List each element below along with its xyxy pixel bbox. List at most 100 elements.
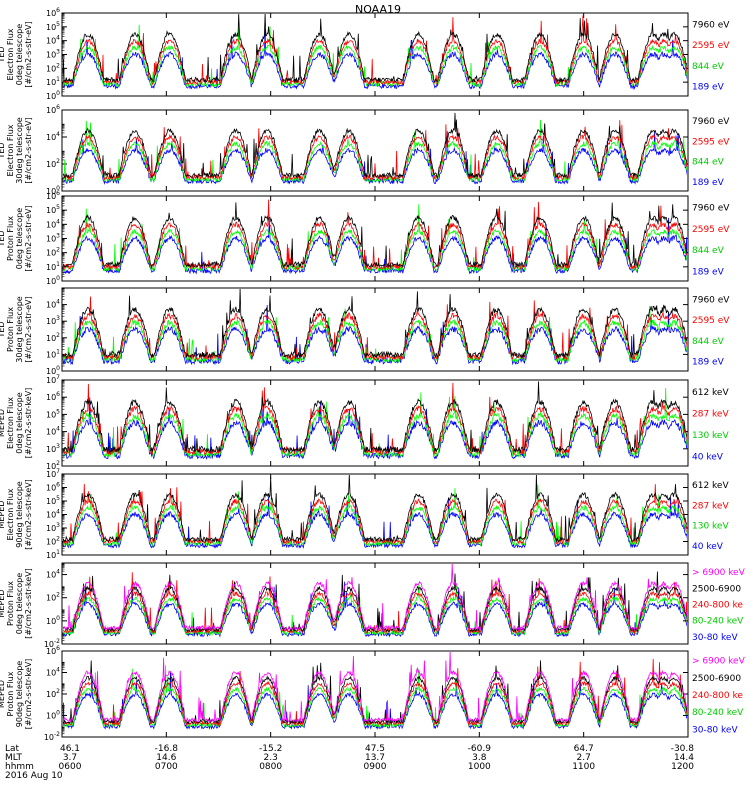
legend-entry: 30-80 keV (692, 633, 738, 643)
legend-entry: 2595 eV (692, 316, 730, 326)
series-trace (63, 199, 687, 271)
legend-entry: 287 keV (692, 501, 729, 511)
legend-entry: 240-800 ke (692, 601, 743, 611)
x-tick-label: 1100 (572, 762, 595, 772)
y-tick-label: 104 (46, 299, 60, 310)
series-trace (63, 119, 687, 184)
series-trace (63, 24, 687, 88)
y-tick-label: 106 (46, 482, 60, 493)
series-trace (63, 564, 687, 632)
x-tick-label: 0600 (59, 762, 82, 772)
traces (63, 112, 687, 185)
y-tick-label: 103 (46, 49, 60, 60)
panel-2: 100 102 104 106 TEDElectron Flux30deg telesc… (0, 104, 730, 196)
legend-entry: 2595 eV (692, 225, 730, 235)
y-axis-label: TEDProton Flux30deg telescope[#/cm2-s-st… (0, 296, 33, 363)
series-trace (63, 296, 687, 362)
y-tick-label: 103 (46, 315, 60, 326)
legend-entry: 240-800 ke (692, 691, 743, 701)
legend-entry: > 6900 keV (692, 657, 746, 667)
y-tick-label: 102 (46, 592, 60, 603)
y-tick-label: 102 (46, 688, 60, 699)
series-trace (63, 484, 687, 547)
panels: 100 101 102 103 104 105 106 TEDElectron Flux0de… (0, 7, 746, 742)
traces (63, 381, 687, 460)
x-tick-label: 47.5 (365, 744, 385, 754)
x-tick-label: 14.6 (156, 753, 176, 763)
traces (63, 652, 687, 731)
series-trace (63, 381, 687, 454)
y-tick-label: 105 (46, 408, 60, 419)
series-trace (63, 652, 687, 724)
y-tick-label: 105 (46, 495, 60, 506)
y-tick-label: 102 (46, 247, 60, 258)
y-tick-label: 104 (46, 218, 60, 229)
y-tick-label: 103 (46, 522, 60, 533)
x-row-label: MLT (5, 753, 23, 763)
legend-entry: 844 eV (692, 337, 725, 347)
y-tick-label: 100 (46, 710, 60, 721)
panel-frame (61, 379, 689, 467)
series-trace (63, 571, 687, 633)
y-tick-label: 103 (46, 443, 60, 454)
x-tick-label: 2.3 (264, 753, 278, 763)
y-axis-label: TEDElectron Flux0deg telescope[#/cm2-s-s… (0, 21, 33, 87)
series-trace (63, 382, 687, 456)
series-trace (63, 388, 687, 458)
y-tick-label: 102 (46, 460, 60, 471)
legend-entry: 7960 eV (692, 295, 730, 305)
legend-entry: 40 keV (692, 452, 724, 462)
y-tick-label: 105 (46, 21, 60, 32)
legend-entry: 130 keV (692, 431, 729, 441)
panel-8: 10-2 100 102 104 106 MEPEDProton Flux90deg te… (0, 645, 746, 742)
series-trace (63, 112, 687, 179)
y-tick-label: 106 (46, 190, 60, 201)
legend-entry: 287 keV (692, 409, 729, 419)
x-tick-label: 13.7 (365, 753, 385, 763)
y-tick-label: 106 (46, 7, 60, 18)
y-tick-label: 100 (46, 90, 60, 101)
legend-entry: 2595 eV (692, 41, 730, 51)
x-tick-label: 64.7 (574, 744, 594, 754)
y-tick-label: 105 (46, 204, 60, 215)
y-axis-label: MEPEDElectron Flux90deg telescope[#/cm2-… (0, 479, 33, 550)
y-tick-label: 104 (46, 426, 60, 437)
legend-entry: 189 eV (692, 178, 725, 188)
y-axis-label: MEPEDProton Flux0deg telescope[#/cm2-s-s… (0, 568, 33, 639)
legend-entry: 844 eV (692, 246, 725, 256)
series-trace (63, 397, 687, 460)
y-tick-label: 102 (46, 536, 60, 547)
series-trace (63, 581, 687, 638)
y-axis-label: MEPEDProton Flux90deg telescope[#/cm2-s-… (0, 659, 33, 730)
legend-entry: 7960 eV (692, 204, 730, 214)
y-tick-label: 104 (46, 131, 60, 142)
y-tick-label: 10-2 (44, 638, 60, 649)
x-tick-label: 1000 (468, 762, 491, 772)
x-tick-label: 1200 (671, 762, 694, 772)
legend-entry: 30-80 keV (692, 725, 738, 735)
series-trace (63, 217, 687, 275)
y-tick-label: 100 (46, 275, 60, 286)
panel-4: 100 101 102 103 104 TEDProton Flux30deg teles… (0, 287, 730, 376)
figure-title: NOAA19 (355, 3, 401, 16)
y-tick-label: 104 (46, 569, 60, 580)
series-trace (63, 572, 687, 635)
panel-6: 101 102 103 104 105 106 107 MEPEDElectron Flux9… (0, 468, 729, 560)
traces (63, 475, 687, 549)
y-tick-label: 100 (46, 365, 60, 376)
legend-entry: 612 keV (692, 388, 729, 398)
y-tick-label: 106 (46, 104, 60, 115)
y-tick-label: 102 (46, 332, 60, 343)
panel-7: 10-2 100 102 104 MEPEDProton Flux0deg telesc… (0, 562, 746, 649)
x-tick-label: -30.8 (671, 744, 695, 754)
legend-entry: 189 eV (692, 267, 725, 277)
y-tick-label: 107 (46, 468, 60, 479)
x-tick-label: 3.8 (472, 753, 487, 763)
x-tick-label: 3.7 (63, 753, 77, 763)
x-tick-label: 2.7 (577, 753, 591, 763)
legend-entry: 40 keV (692, 542, 724, 552)
x-tick-label: -16.8 (155, 744, 179, 754)
x-tick-label: -15.2 (259, 744, 282, 754)
panel-5: 102 103 104 105 106 107 MEPEDElectron Flux0deg… (0, 374, 729, 471)
